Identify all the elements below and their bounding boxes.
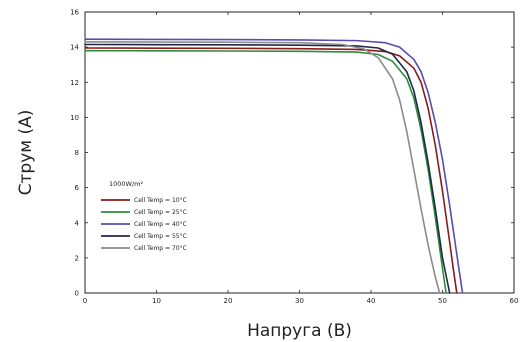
y-tick-label: 4 [75, 219, 80, 227]
legend-label-3: Cell Temp = 40°C [134, 221, 187, 228]
legend-label-5: Cell Temp = 70°C [134, 245, 187, 252]
y-axis-title: Струм (А) [16, 110, 36, 196]
y-tick-label: 2 [75, 254, 79, 262]
y-tick-label: 0 [75, 290, 79, 298]
y-tick-label: 6 [75, 184, 80, 192]
x-tick-label: 60 [510, 297, 519, 305]
legend-label-1: Cell Temp = 10°C [134, 197, 187, 204]
series-line-1 [84, 47, 458, 294]
x-tick-label: 0 [83, 297, 87, 305]
y-tick-label: 16 [70, 9, 79, 17]
series-line-2 [84, 49, 447, 294]
x-tick-label: 30 [295, 297, 304, 305]
legend-label-4: Cell Temp = 55°C [134, 233, 187, 240]
legend-label-2: Cell Temp = 25°C [134, 209, 187, 216]
legend: 1000W/m² Cell Temp = 10°C Cell Temp = 25°… [101, 180, 187, 252]
series-line-5 [84, 41, 441, 294]
x-tick-label: 40 [367, 297, 376, 305]
x-tick-label: 50 [438, 297, 447, 305]
x-tick-label: 20 [224, 297, 233, 305]
y-tick-label: 8 [75, 149, 79, 157]
x-axis-title: Напруга (В) [247, 321, 352, 341]
legend-items: Cell Temp = 10°C Cell Temp = 25°C Cell Tem… [101, 197, 187, 252]
y-tick-label: 10 [70, 114, 79, 122]
series-line-4 [84, 43, 451, 294]
x-tick-label: 10 [152, 297, 161, 305]
y-tick-label: 14 [70, 44, 79, 52]
series-lines [84, 38, 464, 294]
legend-title: 1000W/m² [109, 180, 143, 188]
series-line-3 [84, 38, 464, 294]
y-axis-ticks: 0 2 4 6 8 10 12 14 16 [70, 9, 514, 298]
x-axis-ticks: 0 10 20 30 40 50 60 [83, 12, 519, 305]
y-tick-label: 12 [70, 79, 79, 87]
